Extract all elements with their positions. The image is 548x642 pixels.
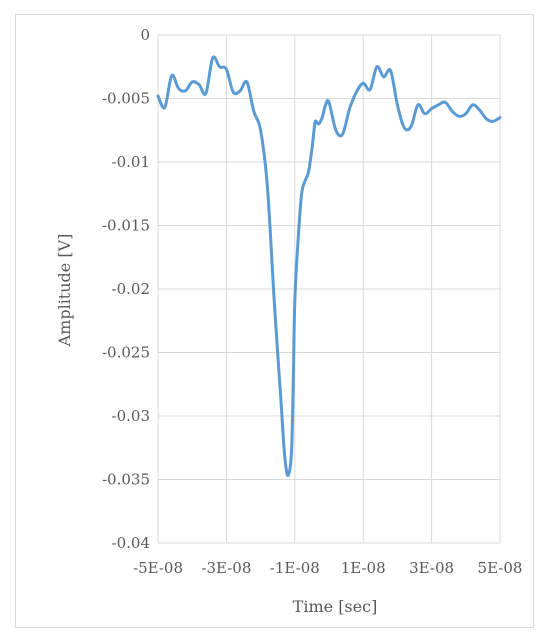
y-tick-label: -0.02 — [112, 280, 150, 298]
x-tick-labels: -5E-08 -3E-08 -1E-08 1E-08 3E-08 5E-08 — [133, 559, 522, 577]
x-tick-label: -3E-08 — [201, 559, 251, 577]
series-line — [156, 55, 502, 478]
x-tick-label: -1E-08 — [270, 559, 320, 577]
gridlines — [157, 34, 501, 544]
y-tick-label: -0.04 — [112, 534, 150, 552]
x-tick-label: -5E-08 — [133, 559, 183, 577]
y-tick-labels: 0 -0.005 -0.01 -0.015 -0.02 -0.025 -0.03 -0.035… — [102, 26, 150, 552]
y-tick-label: -0.005 — [102, 90, 150, 108]
y-tick-label: -0.025 — [102, 344, 150, 362]
y-tick-label: -0.03 — [112, 407, 150, 425]
y-tick-label: 0 — [140, 26, 150, 44]
x-tick-label: 3E-08 — [409, 559, 454, 577]
x-axis-title: Time [sec] — [293, 597, 378, 616]
x-tick-label: 1E-08 — [341, 559, 386, 577]
x-tick-label: 5E-08 — [478, 559, 523, 577]
y-tick-label: -0.035 — [102, 471, 150, 489]
y-axis-title: Amplitude [V] — [55, 234, 74, 348]
y-tick-label: -0.015 — [102, 217, 150, 235]
y-tick-label: -0.01 — [112, 153, 150, 171]
